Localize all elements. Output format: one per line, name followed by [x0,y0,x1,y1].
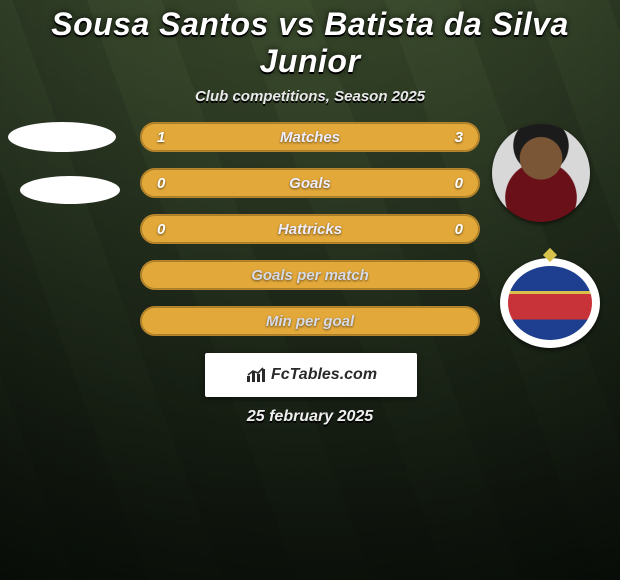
stats-table: 1 Matches 3 0 Goals 0 0 Hattricks 0 Goal… [140,122,480,352]
left-player-photo-placeholder [8,122,116,152]
stat-row-goals-per-match: Goals per match [140,260,480,290]
date-text: 25 february 2025 [0,408,620,426]
brand-badge: FcTables.com [205,353,417,397]
stat-label: Goals [141,175,479,192]
stat-label: Goals per match [251,267,369,284]
bar-chart-icon [245,366,267,384]
stat-label: Min per goal [266,313,354,330]
stat-row-min-per-goal: Min per goal [140,306,480,336]
stat-row-hattricks: 0 Hattricks 0 [140,214,480,244]
stat-label: Hattricks [141,221,479,238]
left-club-badge-placeholder [20,176,120,204]
stat-label: Matches [141,129,479,146]
page-title: Sousa Santos vs Batista da Silva Junior [0,0,620,80]
subtitle: Club competitions, Season 2025 [0,88,620,105]
brand-text: FcTables.com [271,366,377,384]
right-player-photo [492,124,590,222]
stat-row-goals: 0 Goals 0 [140,168,480,198]
stat-row-matches: 1 Matches 3 [140,122,480,152]
right-club-badge [500,258,600,348]
